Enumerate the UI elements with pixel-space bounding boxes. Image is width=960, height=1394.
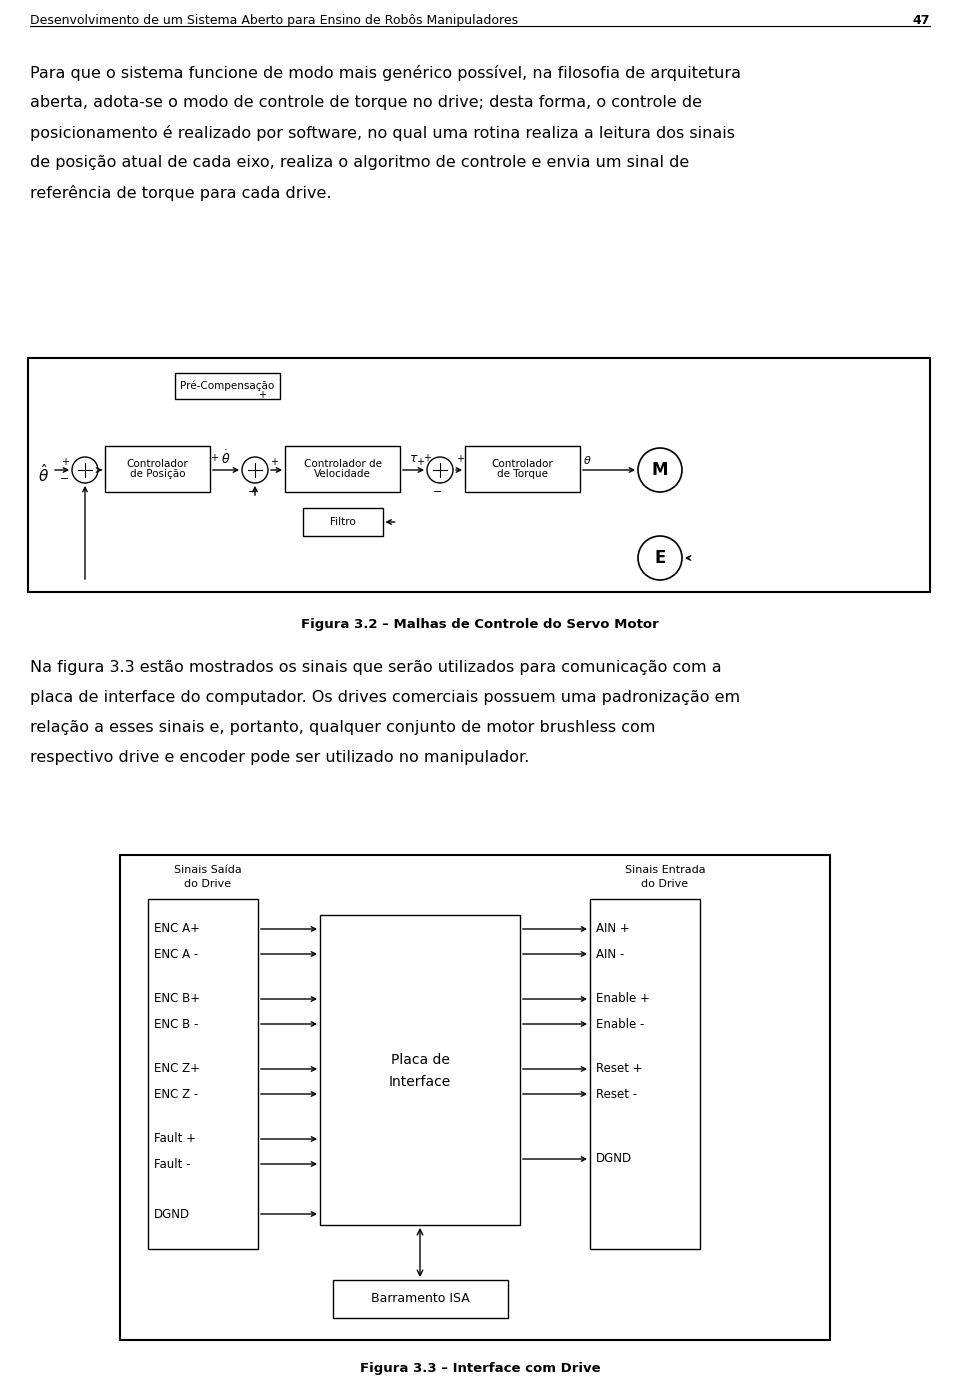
Text: AIN +: AIN + <box>596 923 630 935</box>
Text: ENC Z+: ENC Z+ <box>154 1062 200 1076</box>
Text: Placa de: Placa de <box>391 1052 449 1066</box>
Circle shape <box>638 537 682 580</box>
Bar <box>175 374 280 399</box>
Bar <box>465 446 580 492</box>
Text: Desenvolvimento de um Sistema Aberto para Ensino de Robôs Manipuladores: Desenvolvimento de um Sistema Aberto par… <box>30 14 518 26</box>
Text: +: + <box>270 457 278 467</box>
Text: +: + <box>423 453 431 463</box>
Circle shape <box>72 457 98 482</box>
Text: Reset -: Reset - <box>596 1087 637 1100</box>
Text: posicionamento é realizado por software, no qual uma rotina realiza a leitura do: posicionamento é realizado por software,… <box>30 125 735 141</box>
Bar <box>285 446 400 492</box>
Text: $\hat{\theta}$: $\hat{\theta}$ <box>38 463 49 485</box>
Text: de Posição: de Posição <box>130 468 185 478</box>
Text: −: − <box>249 487 257 498</box>
Text: Fault +: Fault + <box>154 1132 196 1146</box>
Bar <box>320 914 520 1225</box>
Text: de posição atual de cada eixo, realiza o algoritmo de controle e envia um sinal : de posição atual de cada eixo, realiza o… <box>30 155 689 170</box>
Text: Enable +: Enable + <box>596 993 650 1005</box>
Text: Figura 3.3 – Interface com Drive: Figura 3.3 – Interface com Drive <box>360 1362 600 1374</box>
Text: Figura 3.2 – Malhas de Controle do Servo Motor: Figura 3.2 – Malhas de Controle do Servo… <box>301 618 659 631</box>
Text: Pré-Compensação: Pré-Compensação <box>180 381 275 392</box>
Text: do Drive: do Drive <box>641 880 688 889</box>
Text: Sinais Entrada: Sinais Entrada <box>625 866 706 875</box>
Text: referência de torque para cada drive.: referência de torque para cada drive. <box>30 185 331 201</box>
Text: ENC B -: ENC B - <box>154 1018 199 1030</box>
Bar <box>148 899 258 1249</box>
Bar <box>28 358 930 592</box>
Text: ENC A+: ENC A+ <box>154 923 200 935</box>
Text: Controlador de: Controlador de <box>303 459 381 470</box>
Text: Reset +: Reset + <box>596 1062 642 1076</box>
Text: Interface: Interface <box>389 1075 451 1089</box>
Text: ENC Z -: ENC Z - <box>154 1087 199 1100</box>
Text: $\tau$: $\tau$ <box>409 452 419 464</box>
Text: Controlador: Controlador <box>492 459 553 470</box>
Text: placa de interface do computador. Os drives comerciais possuem uma padronização : placa de interface do computador. Os dri… <box>30 690 740 705</box>
Text: de Torque: de Torque <box>497 468 548 478</box>
Text: Filtro: Filtro <box>329 517 355 527</box>
Text: 47: 47 <box>913 14 930 26</box>
Bar <box>302 507 382 537</box>
Circle shape <box>427 457 453 482</box>
Text: ENC B+: ENC B+ <box>154 993 200 1005</box>
Text: Sinais Saída: Sinais Saída <box>174 866 242 875</box>
Text: +: + <box>210 453 218 463</box>
Bar <box>120 855 830 1340</box>
Text: do Drive: do Drive <box>184 880 231 889</box>
Text: +: + <box>61 457 69 467</box>
Text: M: M <box>652 461 668 480</box>
Text: aberta, adota-se o modo de controle de torque no drive; desta forma, o controle : aberta, adota-se o modo de controle de t… <box>30 95 702 110</box>
Text: E: E <box>655 549 665 567</box>
Text: AIN -: AIN - <box>596 948 624 960</box>
Bar <box>332 1280 508 1317</box>
Text: +: + <box>258 390 266 400</box>
Text: ENC A -: ENC A - <box>154 948 199 960</box>
Text: respectivo drive e encoder pode ser utilizado no manipulador.: respectivo drive e encoder pode ser util… <box>30 750 529 765</box>
Text: DGND: DGND <box>154 1207 190 1221</box>
Text: DGND: DGND <box>596 1153 632 1165</box>
Circle shape <box>638 447 682 492</box>
Circle shape <box>242 457 268 482</box>
Text: Barramento ISA: Barramento ISA <box>371 1292 469 1306</box>
Text: relação a esses sinais e, portanto, qualquer conjunto de motor brushless com: relação a esses sinais e, portanto, qual… <box>30 719 656 735</box>
Text: Fault -: Fault - <box>154 1157 190 1171</box>
Text: −: − <box>433 487 443 498</box>
Bar <box>590 899 700 1249</box>
Text: Enable -: Enable - <box>596 1018 644 1030</box>
Text: $\theta$: $\theta$ <box>583 454 591 466</box>
Bar <box>105 446 210 492</box>
Text: Controlador: Controlador <box>127 459 188 470</box>
Text: +: + <box>416 457 424 467</box>
Text: Para que o sistema funcione de modo mais genérico possível, na filosofia de arqu: Para que o sistema funcione de modo mais… <box>30 66 741 81</box>
Text: Velocidade: Velocidade <box>314 468 371 478</box>
Text: −: − <box>60 474 69 484</box>
Text: +: + <box>456 454 464 464</box>
Text: $\dot{\theta}$: $\dot{\theta}$ <box>222 449 230 467</box>
Text: Na figura 3.3 estão mostrados os sinais que serão utilizados para comunicação co: Na figura 3.3 estão mostrados os sinais … <box>30 659 722 675</box>
